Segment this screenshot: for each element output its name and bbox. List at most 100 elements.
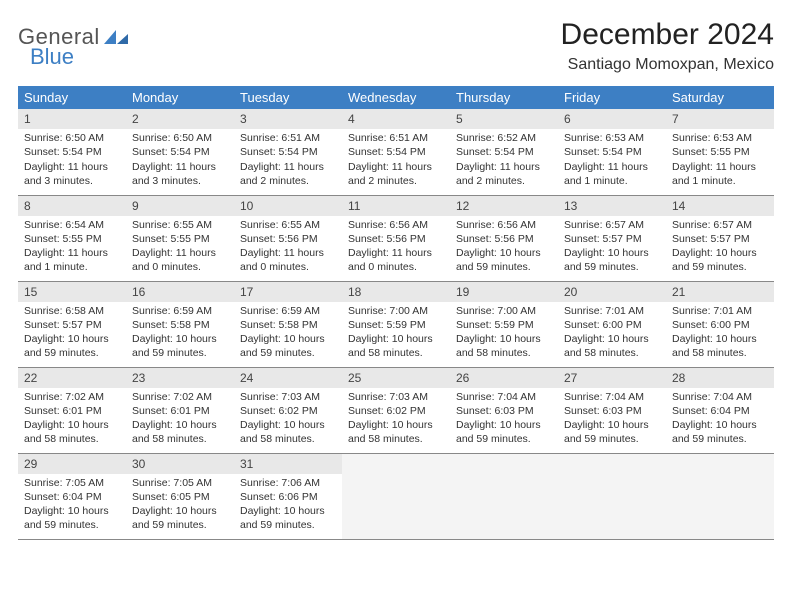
sunrise-line: Sunrise: 6:54 AM <box>24 218 120 232</box>
day-body: Sunrise: 6:50 AMSunset: 5:54 PMDaylight:… <box>18 129 126 192</box>
day-number: 31 <box>234 454 342 474</box>
day-number: 29 <box>18 454 126 474</box>
sunset-line: Sunset: 5:54 PM <box>456 145 552 159</box>
day-number: 30 <box>126 454 234 474</box>
day-body: Sunrise: 7:06 AMSunset: 6:06 PMDaylight:… <box>234 474 342 537</box>
day-cell: 7Sunrise: 6:53 AMSunset: 5:55 PMDaylight… <box>666 109 774 195</box>
sunrise-line: Sunrise: 7:01 AM <box>672 304 768 318</box>
sunset-line: Sunset: 5:55 PM <box>132 232 228 246</box>
day-body: Sunrise: 7:00 AMSunset: 5:59 PMDaylight:… <box>450 302 558 365</box>
sunrise-line: Sunrise: 6:53 AM <box>564 131 660 145</box>
weekday-header: Monday <box>126 86 234 109</box>
daylight-line: Daylight: 10 hours and 58 minutes. <box>240 418 336 446</box>
sunrise-line: Sunrise: 6:57 AM <box>672 218 768 232</box>
day-cell: 22Sunrise: 7:02 AMSunset: 6:01 PMDayligh… <box>18 367 126 453</box>
sunset-line: Sunset: 6:06 PM <box>240 490 336 504</box>
sunset-line: Sunset: 5:56 PM <box>240 232 336 246</box>
sunrise-line: Sunrise: 7:06 AM <box>240 476 336 490</box>
day-body: Sunrise: 6:52 AMSunset: 5:54 PMDaylight:… <box>450 129 558 192</box>
sunset-line: Sunset: 6:04 PM <box>24 490 120 504</box>
day-body: Sunrise: 6:57 AMSunset: 5:57 PMDaylight:… <box>558 216 666 279</box>
day-cell: 26Sunrise: 7:04 AMSunset: 6:03 PMDayligh… <box>450 367 558 453</box>
daylight-line: Daylight: 11 hours and 0 minutes. <box>240 246 336 274</box>
sail-icon <box>102 28 130 46</box>
day-number: 12 <box>450 196 558 216</box>
empty-cell <box>558 453 666 539</box>
day-cell: 18Sunrise: 7:00 AMSunset: 5:59 PMDayligh… <box>342 281 450 367</box>
sunrise-line: Sunrise: 6:59 AM <box>132 304 228 318</box>
day-number: 25 <box>342 368 450 388</box>
sunset-line: Sunset: 5:59 PM <box>348 318 444 332</box>
day-body: Sunrise: 7:01 AMSunset: 6:00 PMDaylight:… <box>558 302 666 365</box>
day-cell: 21Sunrise: 7:01 AMSunset: 6:00 PMDayligh… <box>666 281 774 367</box>
sunset-line: Sunset: 5:59 PM <box>456 318 552 332</box>
sunset-line: Sunset: 5:54 PM <box>348 145 444 159</box>
daylight-line: Daylight: 10 hours and 59 minutes. <box>24 332 120 360</box>
day-cell: 6Sunrise: 6:53 AMSunset: 5:54 PMDaylight… <box>558 109 666 195</box>
sunrise-line: Sunrise: 7:03 AM <box>348 390 444 404</box>
daylight-line: Daylight: 10 hours and 58 minutes. <box>348 332 444 360</box>
day-cell: 11Sunrise: 6:56 AMSunset: 5:56 PMDayligh… <box>342 195 450 281</box>
sunrise-line: Sunrise: 6:55 AM <box>240 218 336 232</box>
sunset-line: Sunset: 6:05 PM <box>132 490 228 504</box>
sunset-line: Sunset: 6:04 PM <box>672 404 768 418</box>
sunrise-line: Sunrise: 6:50 AM <box>132 131 228 145</box>
daylight-line: Daylight: 10 hours and 58 minutes. <box>456 332 552 360</box>
day-cell: 14Sunrise: 6:57 AMSunset: 5:57 PMDayligh… <box>666 195 774 281</box>
day-number: 18 <box>342 282 450 302</box>
sunset-line: Sunset: 6:02 PM <box>348 404 444 418</box>
day-number: 11 <box>342 196 450 216</box>
daylight-line: Daylight: 10 hours and 59 minutes. <box>132 504 228 532</box>
day-body: Sunrise: 6:55 AMSunset: 5:55 PMDaylight:… <box>126 216 234 279</box>
day-cell: 28Sunrise: 7:04 AMSunset: 6:04 PMDayligh… <box>666 367 774 453</box>
daylight-line: Daylight: 10 hours and 58 minutes. <box>24 418 120 446</box>
sunset-line: Sunset: 5:56 PM <box>348 232 444 246</box>
day-number: 13 <box>558 196 666 216</box>
day-number: 16 <box>126 282 234 302</box>
daylight-line: Daylight: 10 hours and 58 minutes. <box>132 418 228 446</box>
daylight-line: Daylight: 11 hours and 1 minute. <box>564 160 660 188</box>
daylight-line: Daylight: 10 hours and 59 minutes. <box>240 504 336 532</box>
sunrise-line: Sunrise: 6:51 AM <box>240 131 336 145</box>
day-body: Sunrise: 6:56 AMSunset: 5:56 PMDaylight:… <box>450 216 558 279</box>
day-number: 21 <box>666 282 774 302</box>
day-cell: 16Sunrise: 6:59 AMSunset: 5:58 PMDayligh… <box>126 281 234 367</box>
weekday-header: Tuesday <box>234 86 342 109</box>
day-body: Sunrise: 6:58 AMSunset: 5:57 PMDaylight:… <box>18 302 126 365</box>
sunrise-line: Sunrise: 6:52 AM <box>456 131 552 145</box>
day-body: Sunrise: 6:51 AMSunset: 5:54 PMDaylight:… <box>234 129 342 192</box>
sunrise-line: Sunrise: 6:59 AM <box>240 304 336 318</box>
day-cell: 24Sunrise: 7:03 AMSunset: 6:02 PMDayligh… <box>234 367 342 453</box>
day-cell: 27Sunrise: 7:04 AMSunset: 6:03 PMDayligh… <box>558 367 666 453</box>
daylight-line: Daylight: 11 hours and 0 minutes. <box>132 246 228 274</box>
calendar-header-row: Sunday Monday Tuesday Wednesday Thursday… <box>18 86 774 109</box>
weekday-header: Sunday <box>18 86 126 109</box>
day-number: 19 <box>450 282 558 302</box>
day-cell: 31Sunrise: 7:06 AMSunset: 6:06 PMDayligh… <box>234 453 342 539</box>
day-number: 4 <box>342 109 450 129</box>
sunrise-line: Sunrise: 6:51 AM <box>348 131 444 145</box>
day-cell: 4 Sunrise: 6:51 AMSunset: 5:54 PMDaylight… <box>342 109 450 195</box>
page-header: General December 2024 Santiago Momoxpan,… <box>18 18 774 74</box>
month-title: December 2024 <box>561 18 774 52</box>
day-cell: 15Sunrise: 6:58 AMSunset: 5:57 PMDayligh… <box>18 281 126 367</box>
daylight-line: Daylight: 11 hours and 2 minutes. <box>348 160 444 188</box>
daylight-line: Daylight: 10 hours and 59 minutes. <box>456 246 552 274</box>
day-number: 10 <box>234 196 342 216</box>
daylight-line: Daylight: 10 hours and 59 minutes. <box>564 418 660 446</box>
day-body: Sunrise: 6:59 AMSunset: 5:58 PMDaylight:… <box>126 302 234 365</box>
day-body: Sunrise: 6:53 AMSunset: 5:54 PMDaylight:… <box>558 129 666 192</box>
daylight-line: Daylight: 10 hours and 59 minutes. <box>564 246 660 274</box>
daylight-line: Daylight: 11 hours and 3 minutes. <box>24 160 120 188</box>
day-cell: 12Sunrise: 6:56 AMSunset: 5:56 PMDayligh… <box>450 195 558 281</box>
sunset-line: Sunset: 6:02 PM <box>240 404 336 418</box>
day-body: Sunrise: 6:53 AMSunset: 5:55 PMDaylight:… <box>666 129 774 192</box>
daylight-line: Daylight: 11 hours and 3 minutes. <box>132 160 228 188</box>
daylight-line: Daylight: 10 hours and 59 minutes. <box>672 418 768 446</box>
day-number: 5 <box>450 109 558 129</box>
day-body: Sunrise: 6:57 AMSunset: 5:57 PMDaylight:… <box>666 216 774 279</box>
day-number: 24 <box>234 368 342 388</box>
day-cell: 25Sunrise: 7:03 AMSunset: 6:02 PMDayligh… <box>342 367 450 453</box>
day-cell: 2Sunrise: 6:50 AMSunset: 5:54 PMDaylight… <box>126 109 234 195</box>
day-cell: 3Sunrise: 6:51 AMSunset: 5:54 PMDaylight… <box>234 109 342 195</box>
